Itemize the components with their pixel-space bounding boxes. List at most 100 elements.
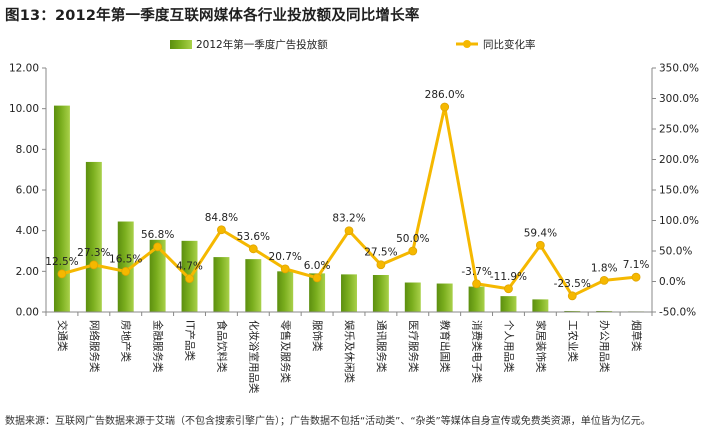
legend-line-marker — [463, 40, 471, 48]
growth-point — [440, 102, 450, 112]
bar — [596, 310, 613, 312]
bar — [404, 282, 421, 312]
growth-label: -11.9% — [490, 271, 527, 283]
right-tick-label: 150.0% — [659, 185, 699, 197]
category-label: 医疗服务类 — [407, 320, 420, 373]
growth-point — [312, 273, 322, 283]
category-label: 网络服务类 — [88, 320, 101, 373]
growth-point — [408, 246, 418, 256]
growth-point — [535, 240, 545, 250]
growth-point — [344, 226, 354, 236]
growth-label: 12.5% — [45, 256, 78, 268]
growth-label: -23.5% — [554, 278, 591, 290]
category-label: 教育出国类 — [439, 320, 452, 373]
growth-label: 84.8% — [205, 212, 238, 224]
bar — [277, 271, 294, 312]
category-label: 办公用品类 — [598, 320, 611, 373]
category-label: 家居装饰类 — [534, 320, 547, 373]
bar — [117, 221, 134, 312]
right-tick-label: -50.0% — [659, 307, 696, 319]
growth-label: 20.7% — [269, 251, 302, 263]
growth-point — [472, 279, 481, 289]
growth-label: 53.6% — [237, 231, 270, 243]
bar — [500, 296, 517, 312]
category-label: 食品饮料类 — [215, 320, 228, 373]
bar — [213, 257, 230, 312]
bar-series — [53, 105, 645, 312]
growth-point — [567, 291, 577, 301]
bar — [85, 161, 102, 312]
left-tick-label: 12.00 — [9, 63, 39, 75]
legend-line-label: 同比变化率 — [483, 38, 536, 51]
growth-label: 16.5% — [109, 253, 142, 265]
growth-point — [121, 267, 131, 276]
category-label: 房地产类 — [120, 320, 133, 362]
category-label: 通讯服务类 — [375, 320, 388, 373]
category-label: 服饰类 — [311, 320, 324, 352]
growth-point — [153, 242, 163, 252]
growth-point — [376, 260, 386, 270]
right-tick-label: 0.0% — [659, 276, 686, 288]
growth-label: 6.0% — [304, 260, 331, 272]
growth-label: 83.2% — [332, 213, 365, 225]
growth-label: 27.3% — [77, 247, 110, 259]
left-tick-label: 6.00 — [16, 185, 39, 197]
growth-label: 1.8% — [591, 262, 618, 274]
growth-point — [599, 276, 609, 285]
growth-label: 59.4% — [524, 227, 557, 239]
line-series: 12.5%27.3%16.5% 56.8% 4.7% 84.8% 53.6% 20.7%6… — [45, 89, 650, 301]
growth-label: 4.7% — [176, 261, 203, 273]
left-tick-label: 10.00 — [9, 103, 39, 115]
category-label: 零售及服务类 — [279, 320, 292, 383]
growth-point — [248, 244, 258, 254]
growth-point — [504, 284, 513, 294]
growth-point — [280, 264, 290, 274]
growth-label: 7.1% — [623, 259, 650, 271]
legend-bar-swatch — [170, 40, 192, 49]
bar — [341, 274, 357, 312]
x-axis-labels: 交通类 网络服务类 房地产类 金融服务类 IT产品类 食品饮料类 化妆浴室用品类 零售及服务类… — [45, 311, 653, 394]
growth-label: -3.7% — [461, 266, 491, 278]
source-note: 数据来源：互联网广告数据来源于艾瑞（不包含搜索引擎广告）；广告数据不包括“活动类… — [5, 416, 651, 427]
growth-point — [89, 260, 99, 270]
category-label: 工农业类 — [566, 320, 579, 362]
category-label: 个人用品类 — [502, 320, 515, 373]
growth-label: 56.8% — [141, 229, 174, 241]
growth-label: 50.0% — [396, 233, 429, 245]
growth-line — [61, 105, 637, 298]
growth-label: 286.0% — [425, 89, 465, 101]
right-tick-label: 50.0% — [659, 246, 692, 258]
bar — [564, 310, 581, 312]
category-label: IT产品类 — [184, 320, 197, 362]
left-tick-label: 8.00 — [16, 144, 39, 156]
bar — [149, 239, 166, 312]
growth-point — [631, 272, 641, 282]
bar — [53, 105, 70, 312]
left-tick-label: 0.00 — [16, 307, 39, 319]
left-y-axis: 0.00 2.00 4.00 6.00 8.00 10.00 12.00 — [9, 63, 47, 319]
bar — [468, 286, 485, 312]
category-label: 烟草类 — [630, 320, 643, 352]
right-tick-label: 200.0% — [659, 154, 699, 166]
right-tick-label: 300.0% — [659, 93, 699, 105]
category-label: 娱乐及休闲类 — [343, 320, 356, 383]
growth-label: 27.5% — [364, 247, 397, 259]
left-tick-label: 2.00 — [16, 266, 39, 278]
legend: 2012年第一季度广告投放额 同比变化率 — [170, 38, 536, 51]
category-label: 消费类电子类 — [471, 320, 484, 383]
right-y-axis: -50.0% 0.0% 50.0% 100.0% 150.0% 200.0% 250.0% 3… — [651, 63, 699, 319]
bar — [436, 283, 453, 312]
growth-point — [57, 269, 67, 279]
legend-bar-label: 2012年第一季度广告投放额 — [196, 38, 328, 51]
bar — [372, 274, 389, 312]
growth-point — [217, 225, 226, 235]
right-tick-label: 350.0% — [659, 63, 699, 75]
right-tick-label: 250.0% — [659, 124, 699, 136]
left-tick-label: 4.00 — [16, 225, 39, 237]
chart-title: 图13：2012年第一季度互联网媒体各行业投放额及同比增长率 — [5, 8, 420, 24]
right-tick-label: 100.0% — [659, 215, 699, 227]
category-label: 化妆浴室用品类 — [247, 320, 260, 394]
bar — [245, 259, 262, 312]
growth-point — [185, 274, 194, 284]
